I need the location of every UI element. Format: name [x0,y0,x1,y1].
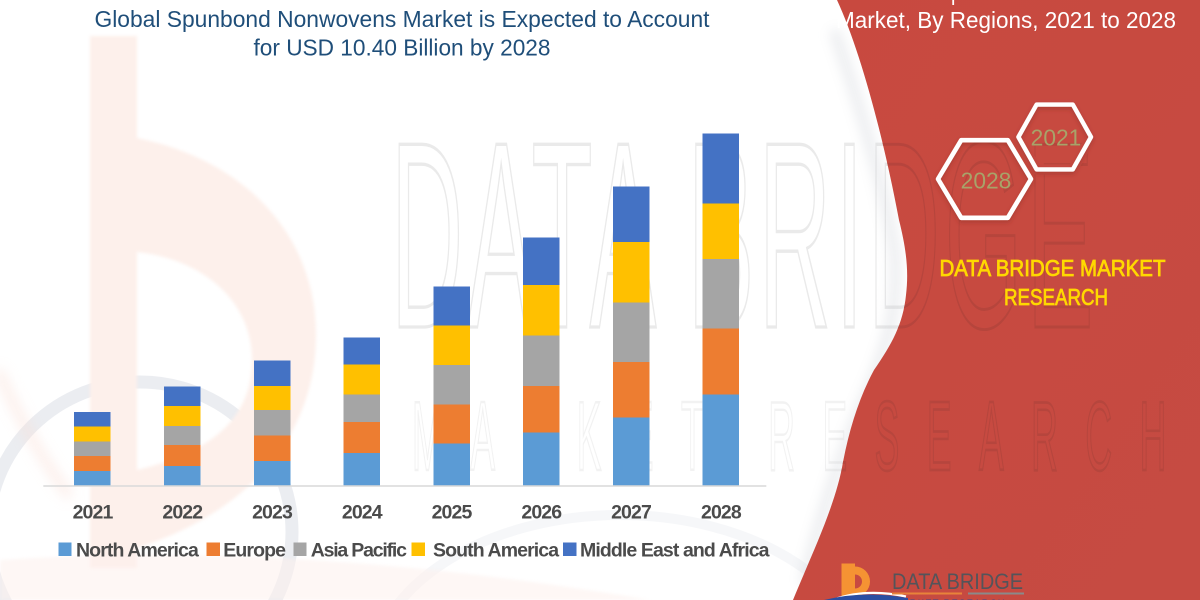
svg-text:2023: 2023 [252,501,293,523]
svg-text:Market, By Regions, 2021 to 20: Market, By Regions, 2021 to 2028 [836,7,1176,33]
svg-text:DATA BRIDGE MARKET: DATA BRIDGE MARKET [940,255,1166,281]
svg-text:Global Spunbond Nonwovens: Global Spunbond Nonwovens [875,0,1137,5]
svg-text:for USD 10.40 Billion by 2028: for USD 10.40 Billion by 2028 [254,34,551,60]
svg-text:2024: 2024 [342,501,383,523]
svg-text:2021: 2021 [73,501,114,523]
svg-text:Global Spunbond Nonwovens Mark: Global Spunbond Nonwovens Market is Expe… [95,6,711,32]
svg-text:MARKET RESEARCH: MARKET RESEARCH [893,598,1006,600]
svg-text:2028: 2028 [961,167,1012,193]
svg-text:Europe: Europe [223,539,286,561]
svg-text:DATA BRIDGE: DATA BRIDGE [892,569,1023,594]
svg-text:2027: 2027 [611,501,651,523]
svg-text:2028: 2028 [701,501,742,523]
svg-text:2021: 2021 [1031,125,1082,151]
svg-text:South America: South America [433,539,559,561]
svg-text:RESEARCH: RESEARCH [1004,284,1108,310]
svg-text:2022: 2022 [162,501,203,523]
svg-text:Middle East and Africa: Middle East and Africa [580,539,770,561]
svg-text:Asia Pacific: Asia Pacific [311,539,407,561]
svg-text:2025: 2025 [432,501,473,523]
svg-text:2026: 2026 [521,501,562,523]
svg-text:North America: North America [76,539,199,561]
